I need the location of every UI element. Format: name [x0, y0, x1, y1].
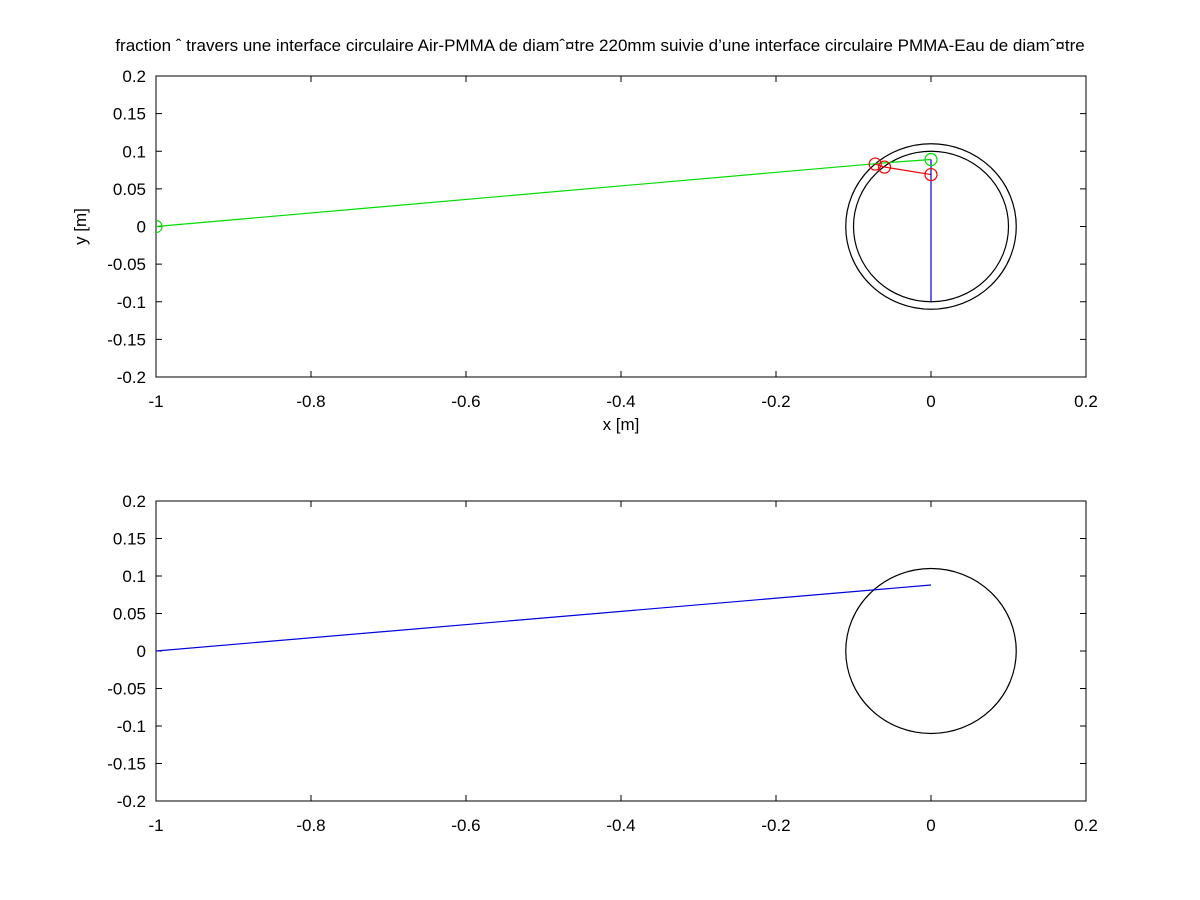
x-tick-label: -0.8: [296, 816, 325, 835]
green-marker: [924, 152, 938, 167]
axes-frame: [155, 75, 1087, 378]
y-tick-label: 0.05: [113, 605, 146, 624]
x-tick-label: 0: [926, 392, 935, 411]
y-tick-label: 0.2: [122, 67, 146, 86]
x-tick-label: -0.8: [296, 392, 325, 411]
y-axis-label: y [m]: [71, 208, 90, 245]
y-tick-label: 0: [137, 218, 146, 237]
y-tick-label: 0.1: [122, 142, 146, 161]
x-tick-label: -0.4: [606, 816, 635, 835]
x-tick-label: -1: [148, 816, 163, 835]
y-tick-label: -0.2: [117, 368, 146, 387]
x-tick-label: -1: [148, 392, 163, 411]
x-tick-label: 0.2: [1074, 816, 1098, 835]
red-marker: [924, 167, 938, 182]
y-tick-label: -0.05: [107, 680, 146, 699]
data-layer: [156, 143, 1017, 310]
x-tick-label: -0.4: [606, 392, 635, 411]
x-axis-label: x [m]: [603, 415, 640, 434]
y-tick-label: 0.15: [113, 530, 146, 549]
interface-circle: [845, 143, 1017, 310]
y-tick-label: 0.15: [113, 105, 146, 124]
y-tick-label: 0.1: [122, 567, 146, 586]
x-tick-label: -0.2: [761, 816, 790, 835]
green-marker: [156, 219, 163, 234]
y-tick-label: -0.1: [117, 717, 146, 736]
bottom-plot: -1 -0.8 -0.6 -0.4 -0.2 0 0.2 -0.2 -0.15 -0.1 -0.05…: [107, 492, 1098, 835]
figure-title: fraction ˆ travers une interface circula…: [115, 36, 1085, 55]
x-tick-label: -0.6: [451, 816, 480, 835]
y-tick-label: 0: [137, 642, 146, 661]
x-tick-label: -0.2: [761, 392, 790, 411]
y-tick-label: -0.1: [117, 293, 146, 312]
x-tick-label: 0: [926, 816, 935, 835]
y-tick-label: -0.15: [107, 755, 146, 774]
data-layer: [156, 567, 1017, 735]
x-tick-label: 0.2: [1074, 392, 1098, 411]
y-tick-label: 0.2: [122, 492, 146, 511]
y-tick-label: -0.15: [107, 330, 146, 349]
green-ray-line: [156, 158, 932, 228]
interface-circle: [845, 567, 1017, 735]
y-tick-label: -0.05: [107, 255, 146, 274]
x-tick-label: -0.6: [451, 392, 480, 411]
y-tick-label: -0.2: [117, 792, 146, 811]
y-tick-label: 0.05: [113, 180, 146, 199]
axes-frame: [155, 500, 1087, 802]
blue-ray-line: [156, 584, 932, 652]
top-plot: -1 -0.8 -0.6 -0.4 -0.2 0 0.2 -0.2 -0.15 -0.1 -0.05…: [71, 67, 1098, 434]
red-marker: [877, 160, 892, 174]
red-marker: [868, 157, 882, 171]
